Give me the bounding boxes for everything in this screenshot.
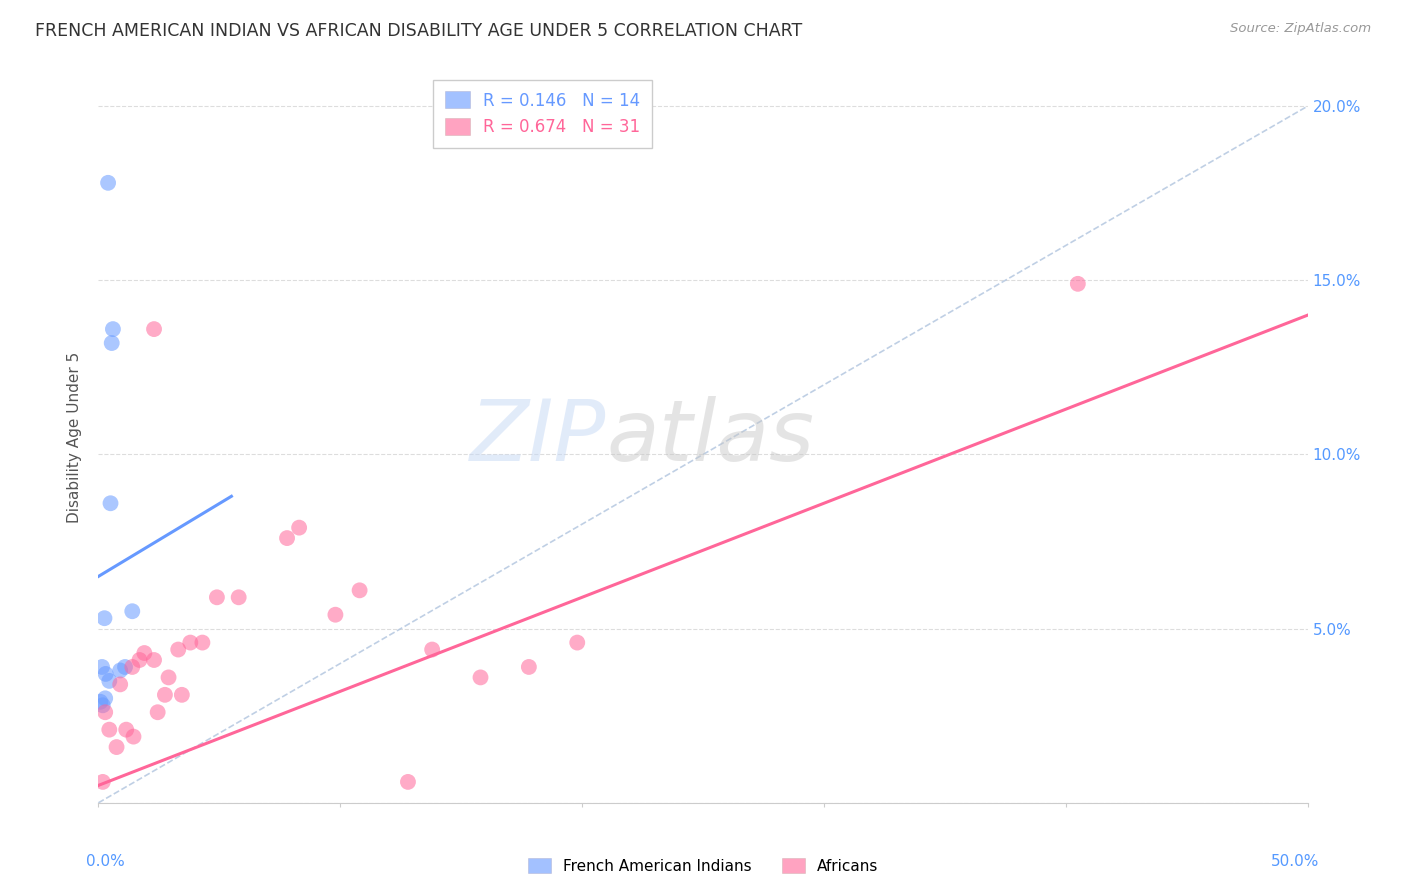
- Point: [396, 775, 419, 789]
- Point: [146, 705, 169, 719]
- Point: [288, 521, 311, 535]
- Point: [100, 336, 122, 351]
- Text: atlas: atlas: [606, 395, 814, 479]
- Point: [1067, 277, 1090, 291]
- Text: Source: ZipAtlas.com: Source: ZipAtlas.com: [1230, 22, 1371, 36]
- Legend: R = 0.146   N = 14, R = 0.674   N = 31: R = 0.146 N = 14, R = 0.674 N = 31: [433, 79, 652, 148]
- Point: [108, 664, 131, 678]
- Point: [91, 698, 114, 713]
- Legend: French American Indians, Africans: French American Indians, Africans: [522, 852, 884, 880]
- Point: [97, 176, 120, 190]
- Point: [94, 705, 117, 719]
- Point: [325, 607, 347, 622]
- Point: [122, 730, 145, 744]
- Point: [105, 740, 128, 755]
- Point: [93, 611, 115, 625]
- Point: [89, 695, 111, 709]
- Point: [91, 775, 114, 789]
- Point: [470, 670, 492, 684]
- Point: [143, 322, 166, 336]
- Point: [153, 688, 176, 702]
- Point: [98, 723, 121, 737]
- Point: [94, 667, 117, 681]
- Point: [191, 635, 214, 649]
- Text: FRENCH AMERICAN INDIAN VS AFRICAN DISABILITY AGE UNDER 5 CORRELATION CHART: FRENCH AMERICAN INDIAN VS AFRICAN DISABI…: [35, 22, 803, 40]
- Point: [517, 660, 540, 674]
- Point: [349, 583, 371, 598]
- Point: [205, 591, 228, 605]
- Point: [115, 723, 138, 737]
- Point: [567, 635, 589, 649]
- Point: [121, 660, 143, 674]
- Point: [91, 660, 114, 674]
- Point: [101, 322, 124, 336]
- Point: [121, 604, 143, 618]
- Point: [276, 531, 298, 545]
- Text: ZIP: ZIP: [470, 395, 606, 479]
- Point: [128, 653, 150, 667]
- Point: [98, 673, 121, 688]
- Point: [134, 646, 156, 660]
- Point: [143, 653, 166, 667]
- Point: [114, 660, 136, 674]
- Point: [420, 642, 443, 657]
- Text: 50.0%: 50.0%: [1271, 854, 1320, 869]
- Y-axis label: Disability Age Under 5: Disability Age Under 5: [67, 351, 83, 523]
- Text: 0.0%: 0.0%: [86, 854, 125, 869]
- Point: [179, 635, 201, 649]
- Point: [100, 496, 122, 510]
- Point: [108, 677, 131, 691]
- Point: [167, 642, 190, 657]
- Point: [157, 670, 180, 684]
- Point: [94, 691, 117, 706]
- Point: [170, 688, 193, 702]
- Point: [228, 591, 250, 605]
